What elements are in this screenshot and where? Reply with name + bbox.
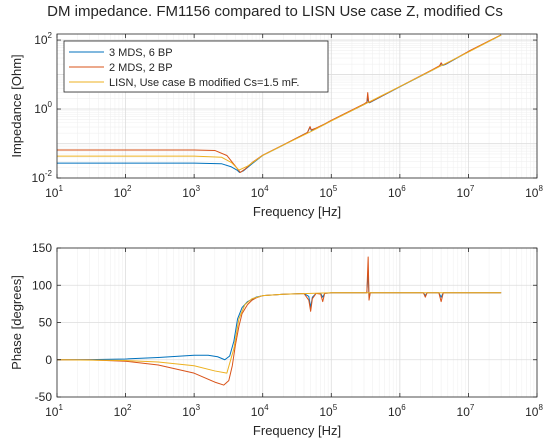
y-tick-label: 100 <box>32 278 52 292</box>
y-tick-label: 50 <box>39 316 53 330</box>
y-tick-label: -50 <box>35 390 53 404</box>
figure-title: DM impedance. FM1156 compared to LISN Us… <box>47 3 503 20</box>
legend-label-3: LISN, Use case B modified Cs=1.5 mF. <box>109 77 299 89</box>
y-axis-label: Phase [degrees] <box>9 275 24 370</box>
series-group <box>57 34 502 173</box>
axes-box <box>56 33 538 179</box>
x-axis-label: Frequency [Hz] <box>253 204 341 219</box>
y-tick-label: 0 <box>45 353 52 367</box>
series-line-3 <box>57 34 502 171</box>
legend-label-1: 3 MDS, 6 BP <box>109 47 173 59</box>
phase-plot: 101 102 103 104 105 106 107 108-50050100150Freq… <box>9 241 543 438</box>
series-group <box>57 256 502 386</box>
legend-box <box>63 40 329 93</box>
x-axis-label: Frequency [Hz] <box>253 423 341 438</box>
series-line-3 <box>57 292 502 374</box>
legend: 3 MDS, 6 BP 2 MDS, 2 BP LISN, Use case B m… <box>63 40 329 93</box>
y-axis-label: Impedance [Ohm] <box>9 54 24 157</box>
legend-label-2: 2 MDS, 2 BP <box>109 62 173 74</box>
y-tick-label: 150 <box>32 241 52 255</box>
